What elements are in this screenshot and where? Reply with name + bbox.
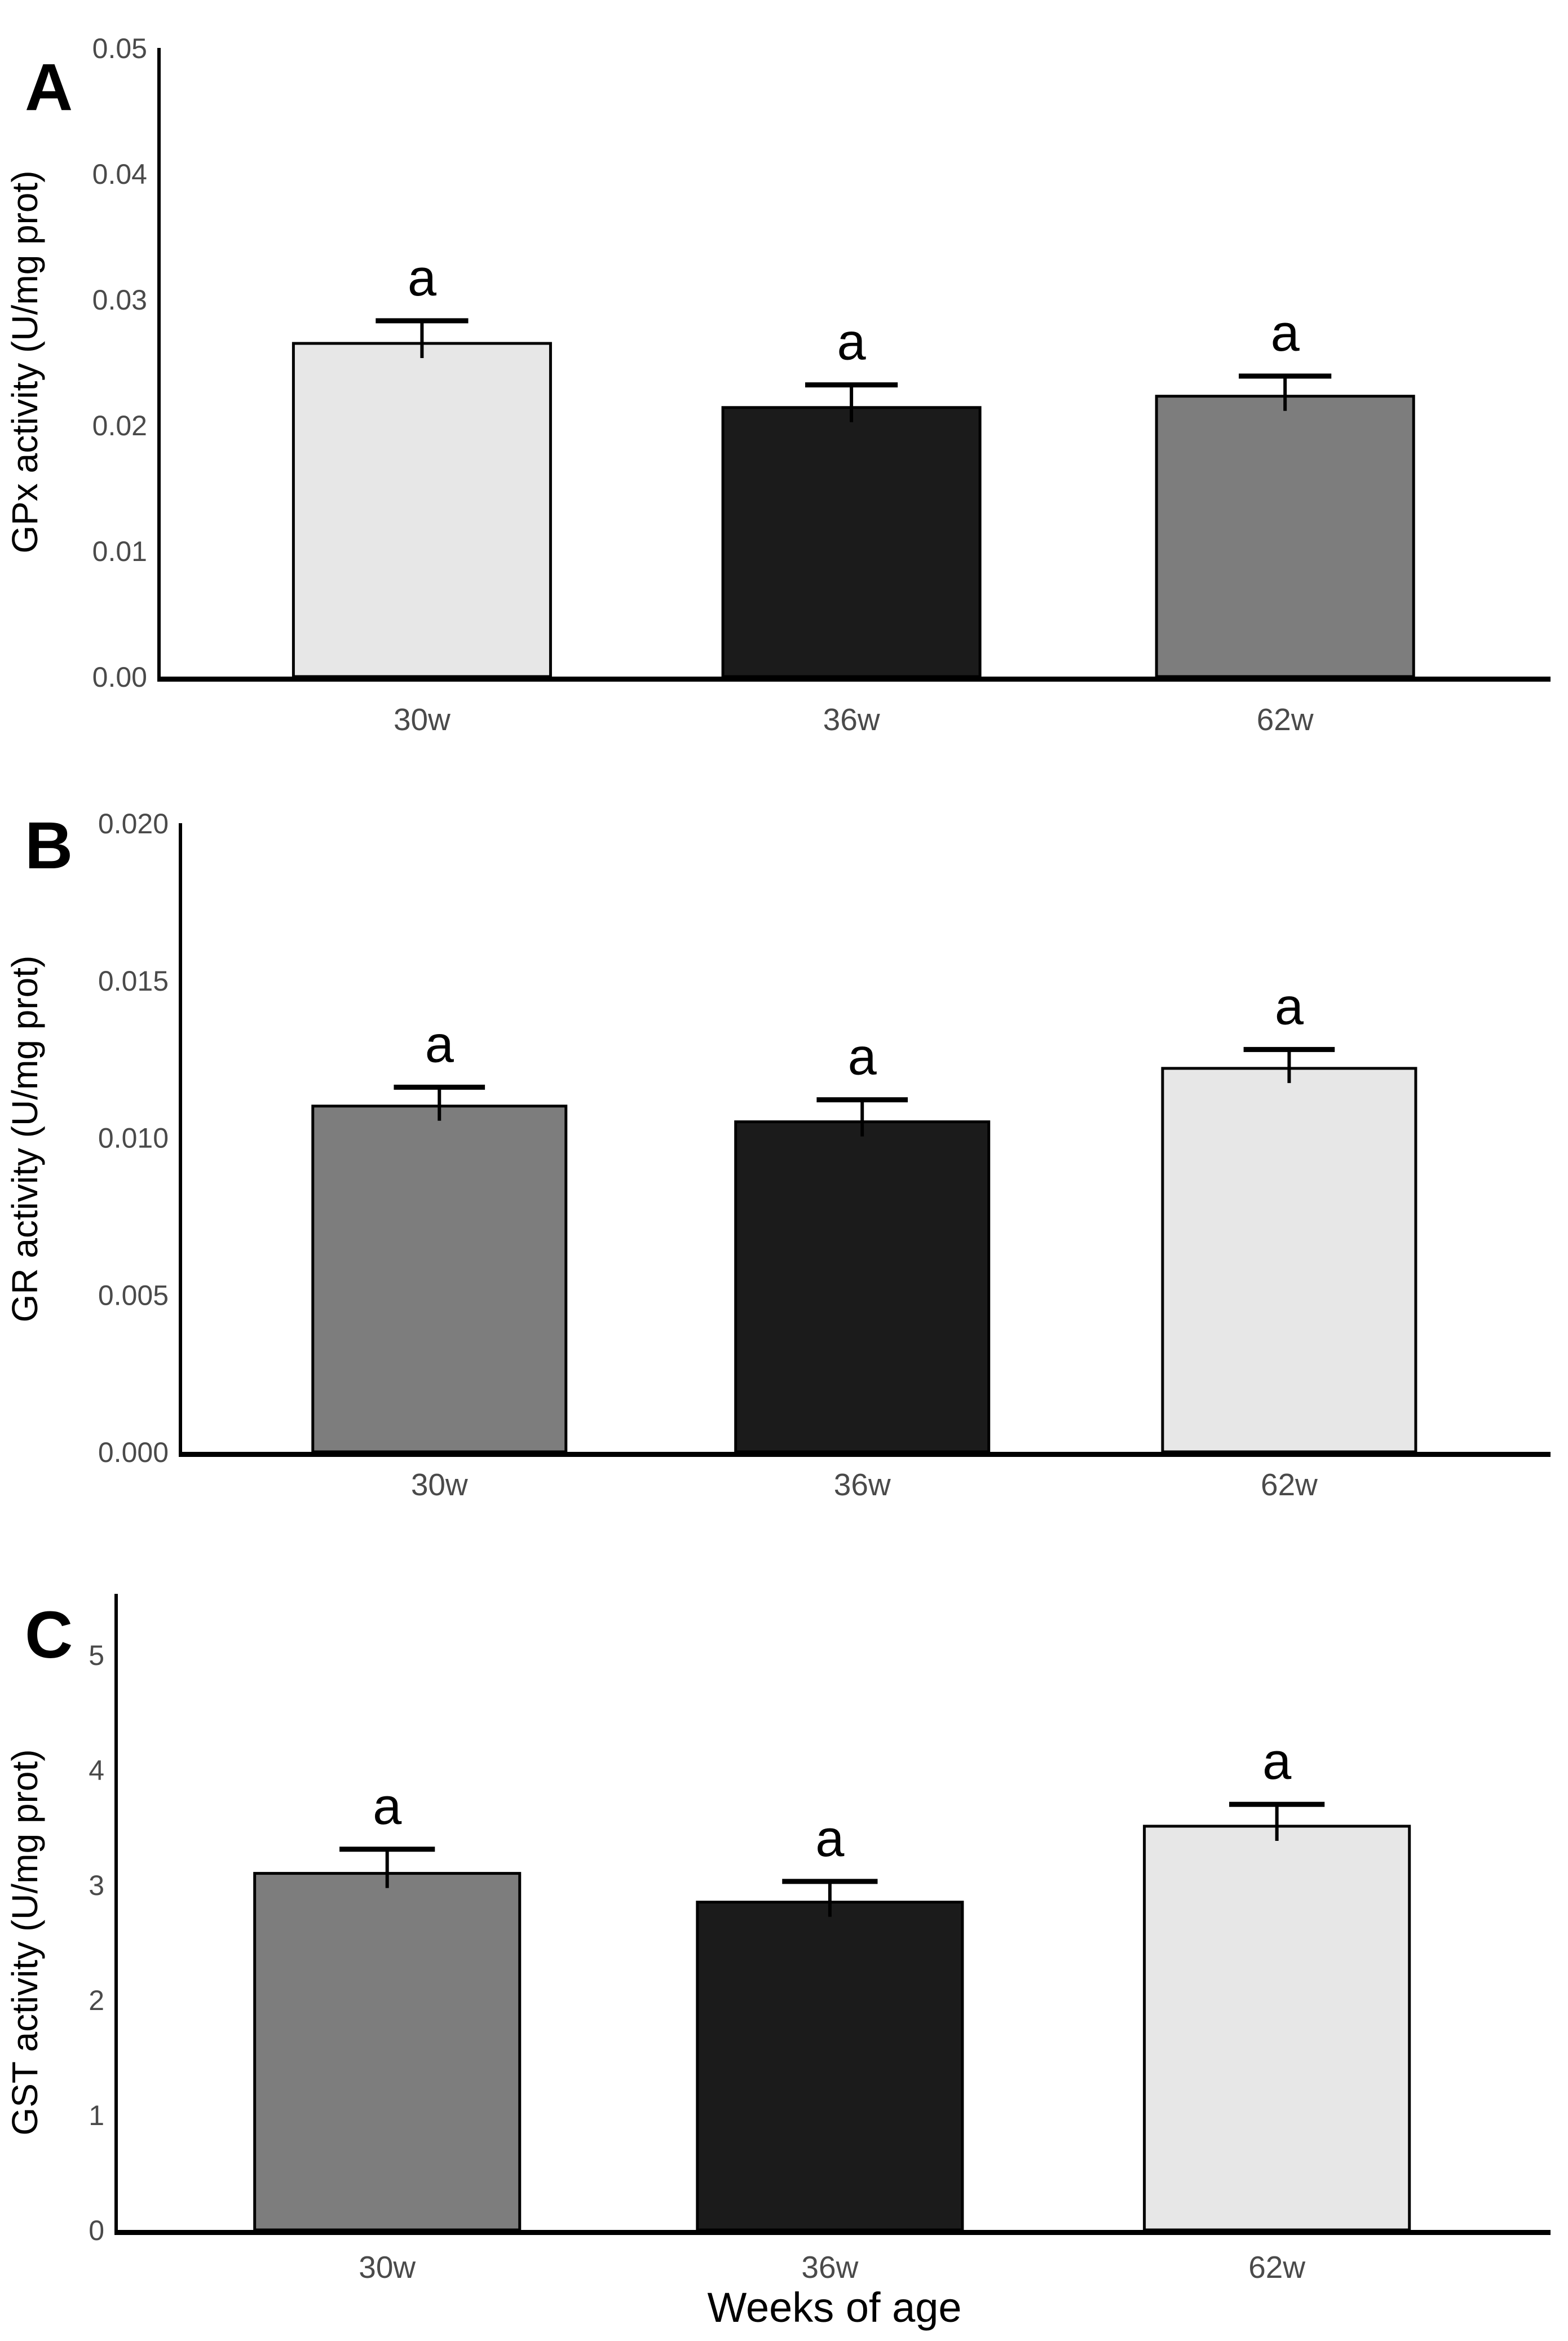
x-axis-line bbox=[114, 2230, 1551, 2235]
y-tick-label-4: 4 bbox=[89, 1755, 104, 1786]
error-bar-stem-62w bbox=[1283, 376, 1287, 411]
y-tick-label-0.00: 0.00 bbox=[92, 661, 147, 693]
error-bar-cap-36w bbox=[805, 382, 898, 388]
error-bar-stem-36w bbox=[850, 385, 854, 422]
y-tick-label-0.01: 0.01 bbox=[92, 536, 147, 567]
bar-36w bbox=[734, 1120, 991, 1454]
error-bar-stem-30w bbox=[385, 1849, 389, 1888]
bar-36w bbox=[721, 406, 982, 678]
error-bar-cap-62w bbox=[1243, 1046, 1335, 1052]
x-tick-label-62w: 62w bbox=[1248, 2250, 1305, 2285]
error-bar-cap-30w bbox=[339, 1847, 435, 1852]
sig-letter-62w: a bbox=[1271, 304, 1300, 362]
error-bar-stem-30w bbox=[420, 320, 424, 359]
y-axis-title-gr: GR activity (U/mg prot) bbox=[5, 956, 45, 1323]
x-tick-label-62w: 62w bbox=[1257, 702, 1314, 737]
x-tick-label-36w: 36w bbox=[801, 2250, 858, 2285]
y-tick-label-3: 3 bbox=[89, 1870, 104, 1901]
x-tick-label-36w: 36w bbox=[823, 702, 880, 737]
bar-30w bbox=[291, 342, 552, 678]
y-tick-label-0.000: 0.000 bbox=[98, 1437, 169, 1468]
panel-a-gpx-bar-chart: A GPx activity (U/mg prot) 0.000.010.020… bbox=[5, 33, 1551, 737]
plot-area-gr: 0.000 0.005 0.010 0.015 0.020 a 30w a 36w a 62w bbox=[98, 808, 1551, 1502]
sig-letter-30w: a bbox=[408, 249, 437, 307]
error-bar-cap-30w bbox=[376, 318, 469, 324]
y-axis-title-gpx: GPx activity (U/mg prot) bbox=[5, 170, 45, 553]
y-axis-line bbox=[179, 823, 182, 1457]
y-tick-label-5: 5 bbox=[89, 1640, 104, 1671]
error-bar-cap-36w bbox=[782, 1879, 878, 1884]
error-bar-stem-62w bbox=[1287, 1049, 1291, 1083]
panel-c-gst-bar-chart: C GST activity (U/mg prot) 0 1 2 3 4 5 a 30w a 36… bbox=[5, 1593, 1551, 2331]
bar-30w bbox=[311, 1105, 568, 1454]
error-bar-stem-36w bbox=[828, 1881, 832, 1917]
sig-letter-30w: a bbox=[425, 1015, 454, 1073]
y-tick-label-0.05: 0.05 bbox=[92, 33, 147, 64]
y-axis-line bbox=[157, 48, 161, 682]
y-axis-title-gst: GST activity (U/mg prot) bbox=[5, 1749, 45, 2135]
panel-b-gr-bar-chart: B GR activity (U/mg prot) 0.000 0.005 0.01… bbox=[5, 808, 1551, 1502]
plot-area-gpx: 0.00 0.01 0.02 0.03 0.04 0.05 a 30w a 36w a 62w bbox=[92, 33, 1551, 737]
y-tick-label-0.015: 0.015 bbox=[98, 965, 169, 997]
y-tick-label-0.02: 0.02 bbox=[92, 410, 147, 441]
x-axis-line bbox=[157, 677, 1551, 682]
x-tick-label-30w: 30w bbox=[359, 2250, 416, 2285]
error-bar-stem-62w bbox=[1275, 1804, 1279, 1841]
bar-62w bbox=[1161, 1067, 1417, 1454]
y-axis-line bbox=[114, 1593, 118, 2235]
sig-letter-30w: a bbox=[373, 1778, 402, 1835]
x-tick-label-30w: 30w bbox=[411, 1467, 468, 1502]
error-bar-stem-30w bbox=[438, 1087, 441, 1121]
y-tick-label-2: 2 bbox=[89, 1985, 104, 2016]
y-tick-label-0.020: 0.020 bbox=[98, 808, 169, 840]
x-tick-label-36w: 36w bbox=[834, 1467, 891, 1502]
bar-62w bbox=[1155, 395, 1415, 678]
y-tick-label-0.04: 0.04 bbox=[92, 158, 147, 190]
x-axis-line bbox=[179, 1452, 1551, 1457]
sig-letter-62w: a bbox=[1262, 1733, 1292, 1790]
error-bar-stem-36w bbox=[860, 1099, 864, 1137]
x-tick-label-30w: 30w bbox=[394, 702, 450, 737]
x-tick-label-62w: 62w bbox=[1261, 1467, 1318, 1502]
sig-letter-36w: a bbox=[837, 313, 867, 371]
bar-30w bbox=[253, 1872, 522, 2232]
y-tick-label-0.005: 0.005 bbox=[98, 1279, 169, 1311]
error-bar-cap-30w bbox=[394, 1084, 485, 1090]
panel-letter-a: A bbox=[25, 50, 73, 125]
bar-36w bbox=[696, 1901, 964, 2232]
error-bar-cap-36w bbox=[816, 1097, 908, 1103]
error-bar-cap-62w bbox=[1239, 373, 1332, 379]
bar-62w bbox=[1143, 1825, 1411, 2232]
x-axis-title: Weeks of age bbox=[707, 2284, 961, 2331]
y-tick-label-0.010: 0.010 bbox=[98, 1123, 169, 1154]
y-tick-label-0.03: 0.03 bbox=[92, 284, 147, 316]
y-tick-label-1: 1 bbox=[89, 2100, 104, 2131]
plot-area-gst: 0 1 2 3 4 5 a 30w a 36w a 62w bbox=[89, 1593, 1551, 2285]
panel-letter-c: C bbox=[25, 1598, 73, 1672]
panel-letter-b: B bbox=[25, 809, 73, 883]
y-tick-label-0: 0 bbox=[89, 2215, 104, 2246]
sig-letter-36w: a bbox=[848, 1028, 877, 1086]
error-bar-cap-62w bbox=[1229, 1801, 1325, 1807]
sig-letter-36w: a bbox=[815, 1810, 845, 1867]
sig-letter-62w: a bbox=[1275, 978, 1304, 1035]
